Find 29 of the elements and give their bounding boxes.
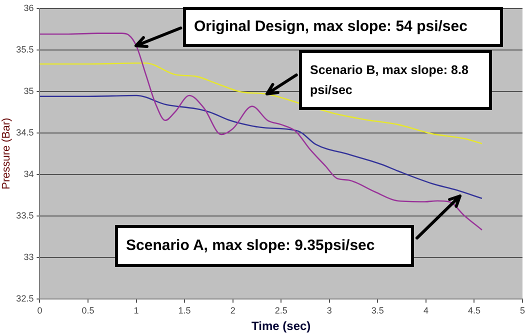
- y-tick-label: 35.5: [16, 44, 34, 54]
- x-tick-label: 1.5: [178, 306, 191, 316]
- x-tick-label: 0.5: [82, 306, 94, 316]
- x-tick-label: 2: [230, 306, 236, 316]
- annotation: Original Design, max slope: 54 psi/sec: [194, 17, 468, 37]
- callout: Scenario A, max slope: 9.35psi/sec: [115, 225, 414, 267]
- line-series: [40, 32, 483, 231]
- x-tick-label: 5: [520, 306, 526, 316]
- y-tick-label: 33: [24, 252, 34, 262]
- y-tick-label: 34.5: [16, 127, 34, 138]
- x-tick-label: 1: [134, 306, 139, 316]
- annotation: Scenario B, max slope: 8.8 psi/sec: [310, 62, 470, 99]
- y-tick-label: 35: [24, 86, 34, 96]
- y-tick-label: 32.5: [16, 293, 34, 304]
- y-tick-label: 36: [24, 2, 34, 13]
- y-tick-label: 34: [24, 168, 34, 179]
- y-tick-label: 33.5: [16, 210, 34, 220]
- line-series: [40, 62, 483, 144]
- x-tick-label: 3: [326, 306, 332, 316]
- x-tick-label: 4: [423, 306, 428, 316]
- x-tick-label: 2.5: [274, 306, 288, 316]
- x-tick-label: 3.5: [371, 306, 384, 316]
- x-tick-label: 4.5: [468, 306, 480, 316]
- callout: Original Design, max slope: 54 psi/sec: [183, 7, 503, 47]
- x-axis-title: Time (sec): [252, 319, 311, 334]
- y-axis-title: Pressure (Bar): [0, 118, 13, 190]
- annotation: Scenario A, max slope: 9.35psi/sec: [126, 236, 376, 256]
- x-tick-label: 0: [37, 306, 42, 316]
- callout: Scenario B, max slope: 8.8 psi/sec: [299, 50, 492, 110]
